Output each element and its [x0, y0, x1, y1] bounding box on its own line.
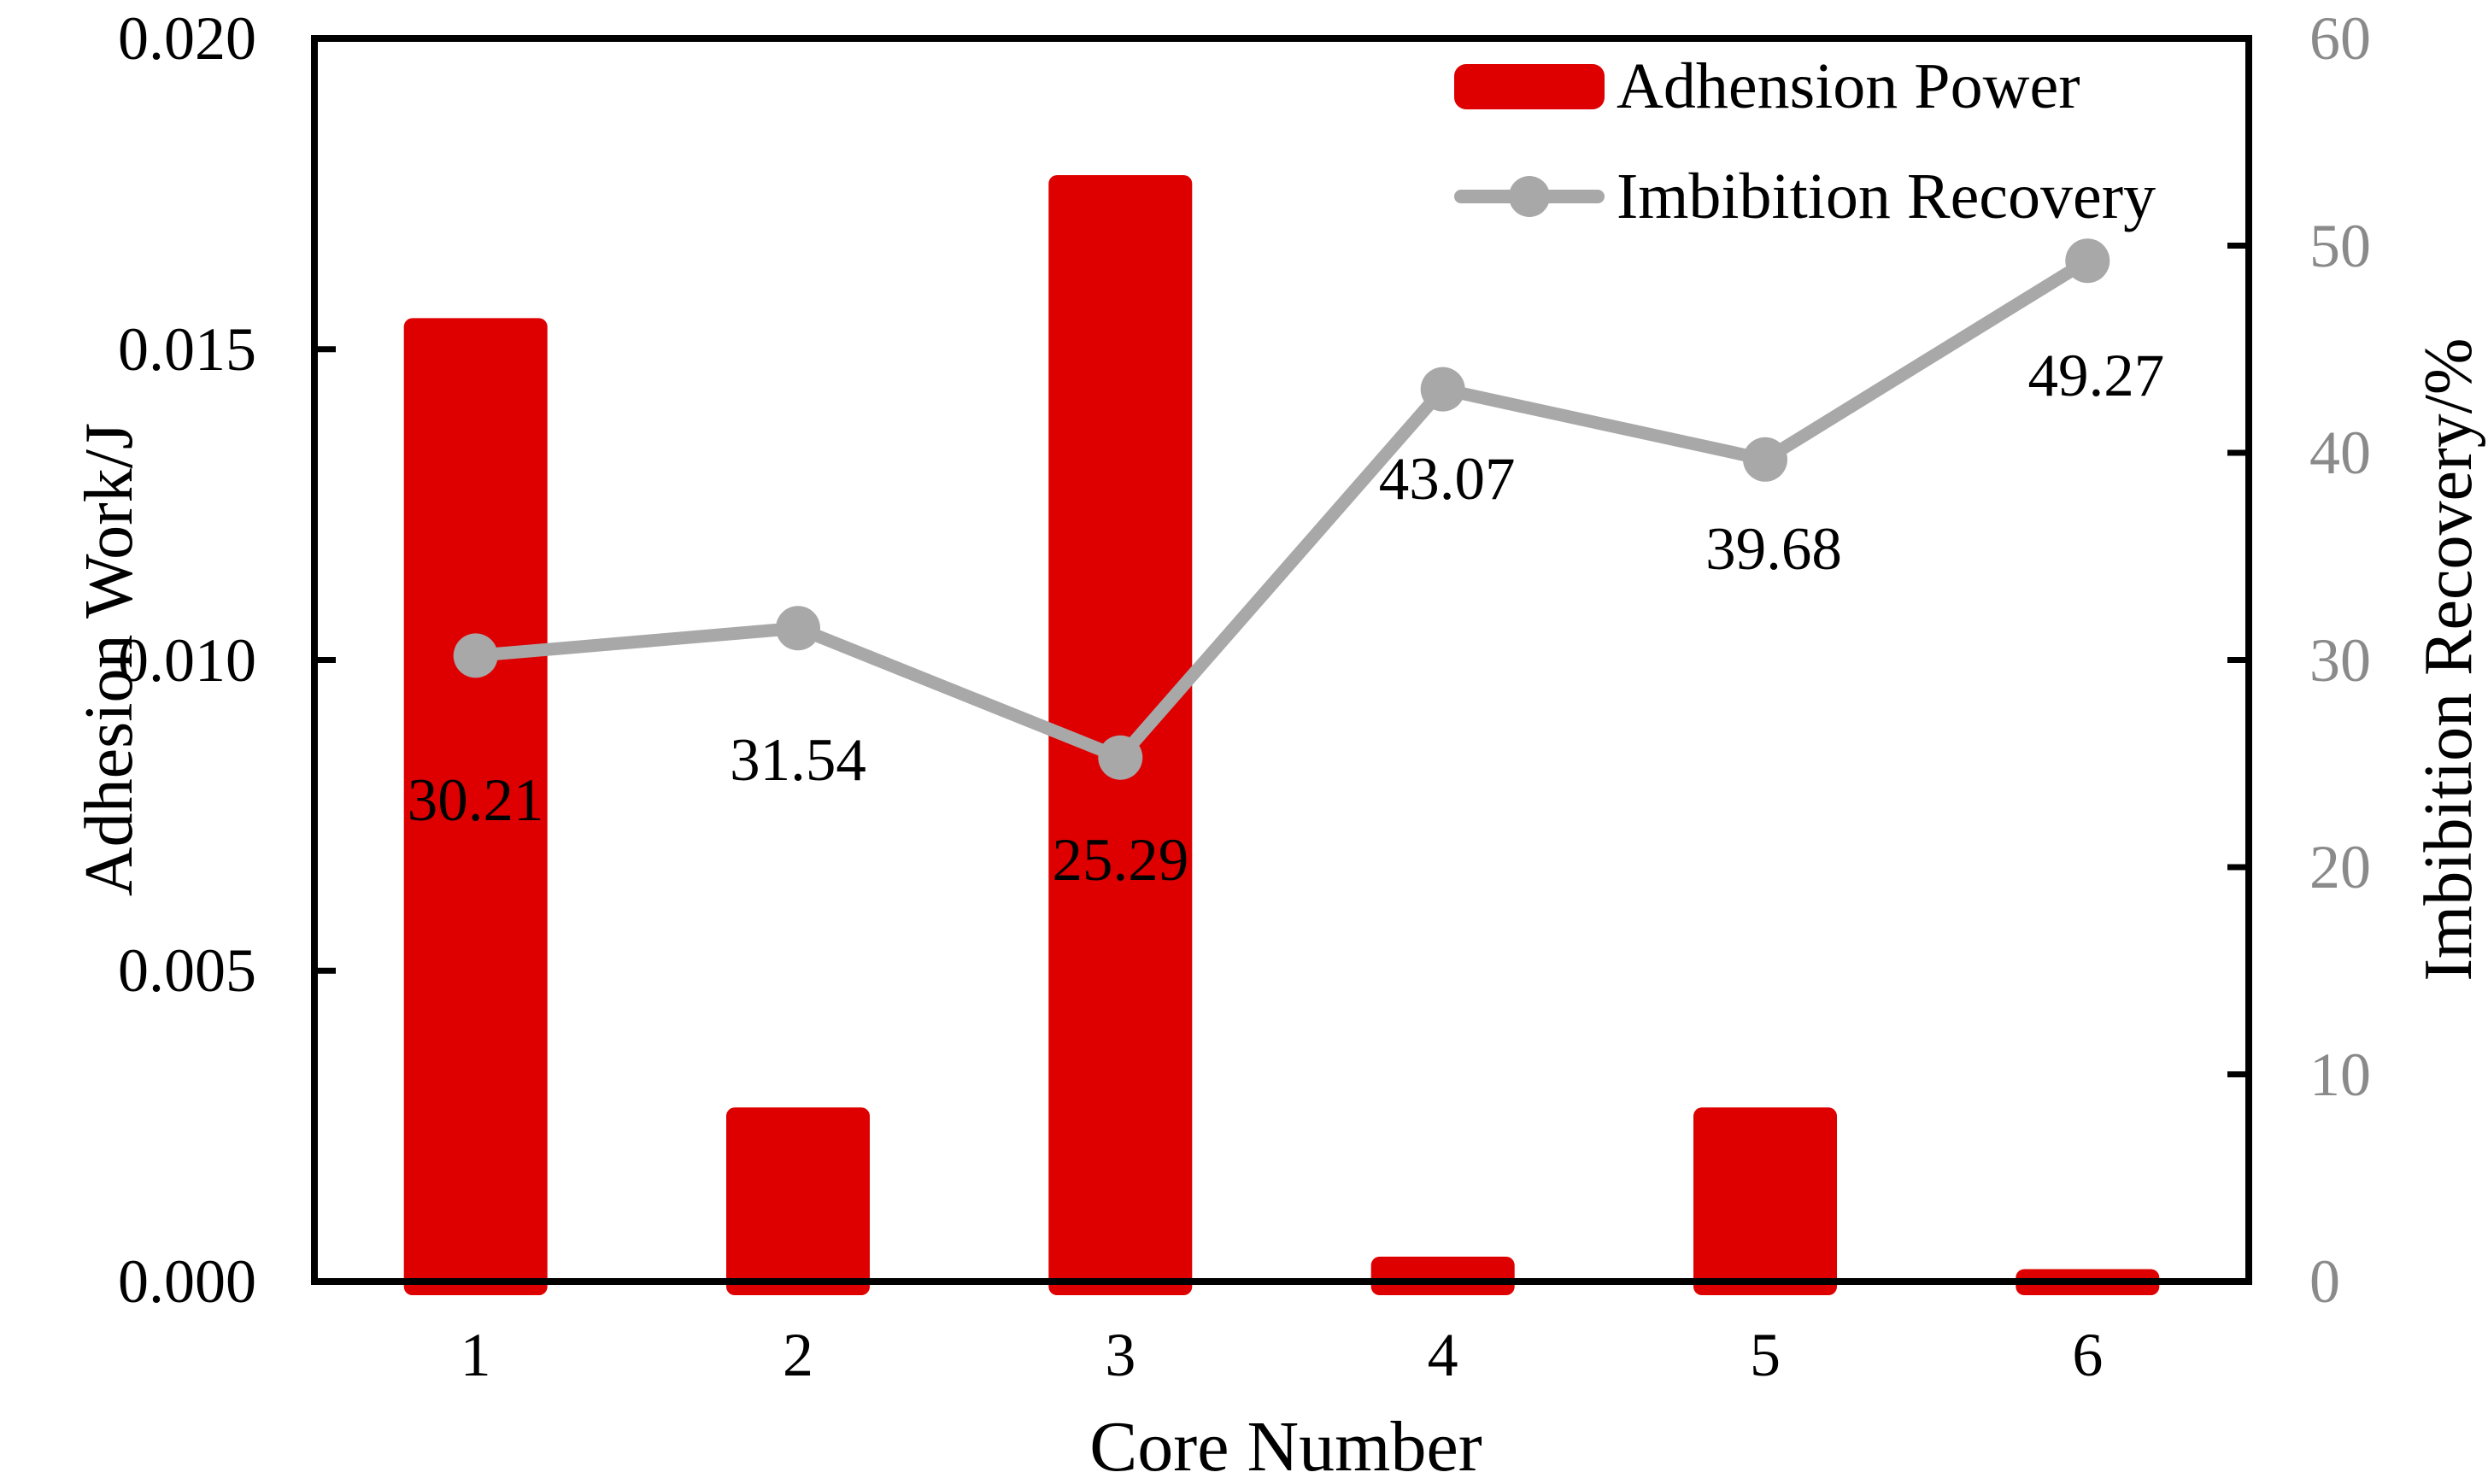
y-axis-right-tick-label-40: 40	[2309, 419, 2371, 487]
y-axis-right-tick-label-0: 0	[2309, 1247, 2340, 1316]
line-marker-core-4	[1420, 367, 1465, 412]
data-label-30.21: 30.21	[407, 767, 544, 835]
line-marker-core-6	[2065, 238, 2110, 284]
line-marker-core-3	[1098, 735, 1143, 780]
bar-core-4	[1370, 1256, 1515, 1295]
line-marker-core-5	[1743, 437, 1787, 482]
line-marker-core-2	[776, 606, 820, 651]
data-label-25.29: 25.29	[1052, 826, 1189, 894]
legend-label-imbibition-recovery: Imbibition Recovery	[1617, 161, 2156, 232]
y-axis-right-tick-label-30: 30	[2309, 625, 2371, 695]
y-axis-left-tick-label-0.005: 0.005	[118, 936, 256, 1006]
legend-label-adhension-power: Adhension Power	[1617, 50, 2080, 122]
data-label-43.07: 43.07	[1378, 445, 1516, 513]
x-axis-tick-label-5: 5	[1750, 1321, 1781, 1389]
data-label-49.27: 49.27	[2027, 343, 2165, 410]
y-axis-title-right: Imbibition Recovery/%	[2411, 337, 2486, 982]
y-axis-left-tick-label-0.015: 0.015	[118, 314, 256, 384]
bar-core-2	[726, 1107, 870, 1295]
y-axis-right-tick-label-50: 50	[2309, 211, 2371, 280]
x-axis-tick-label-1: 1	[460, 1321, 491, 1389]
x-axis-tick-label-4: 4	[1427, 1321, 1458, 1389]
y-axis-right-tick-label-20: 20	[2309, 833, 2371, 901]
x-axis-title: Core Number	[1089, 1407, 1482, 1484]
y-axis-right-tick-label-60: 60	[2309, 4, 2371, 73]
data-label-39.68: 39.68	[1705, 515, 1842, 583]
x-axis-tick-label-3: 3	[1105, 1321, 1136, 1389]
legend-bar-swatch	[1454, 64, 1605, 109]
legend-circle-marker-icon	[1509, 176, 1550, 217]
y-axis-right-tick-label-10: 10	[2309, 1040, 2371, 1109]
y-axis-left-tick-label-0.010: 0.010	[118, 625, 256, 695]
bar-core-5	[1693, 1107, 1837, 1295]
y-axis-left-tick-label-0.000: 0.000	[118, 1247, 256, 1316]
y-axis-left-tick-label-0.020: 0.020	[118, 4, 256, 73]
data-label-31.54: 31.54	[730, 727, 866, 795]
imbibition-recovery-line	[469, 254, 2094, 765]
line-marker-core-1	[453, 633, 498, 678]
bar-core-3	[1048, 175, 1193, 1295]
bar-core-1	[403, 318, 548, 1295]
x-axis-tick-label-2: 2	[783, 1321, 813, 1389]
x-axis-tick-label-6: 6	[2072, 1321, 2104, 1389]
